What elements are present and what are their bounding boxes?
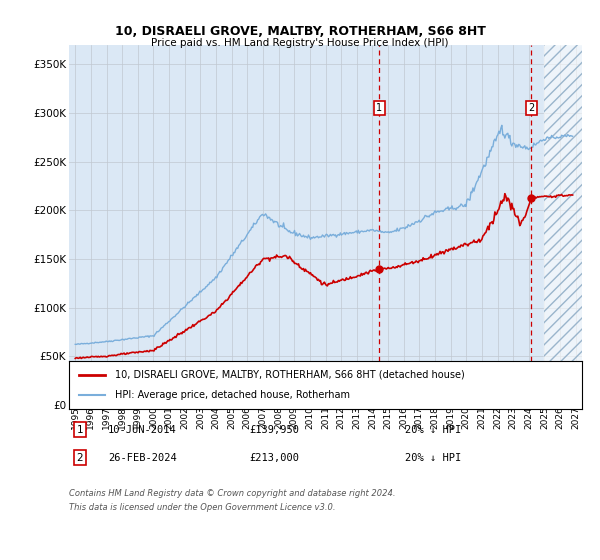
Text: 10, DISRAELI GROVE, MALTBY, ROTHERHAM, S66 8HT: 10, DISRAELI GROVE, MALTBY, ROTHERHAM, S… xyxy=(115,25,485,38)
Text: 1: 1 xyxy=(76,424,83,435)
Text: Contains HM Land Registry data © Crown copyright and database right 2024.: Contains HM Land Registry data © Crown c… xyxy=(69,489,395,498)
Text: 20% ↓ HPI: 20% ↓ HPI xyxy=(405,424,461,435)
Text: 10, DISRAELI GROVE, MALTBY, ROTHERHAM, S66 8HT (detached house): 10, DISRAELI GROVE, MALTBY, ROTHERHAM, S… xyxy=(115,370,465,380)
Text: HPI: Average price, detached house, Rotherham: HPI: Average price, detached house, Roth… xyxy=(115,390,350,400)
Text: £213,000: £213,000 xyxy=(249,452,299,463)
Text: £139,950: £139,950 xyxy=(249,424,299,435)
Text: Price paid vs. HM Land Registry's House Price Index (HPI): Price paid vs. HM Land Registry's House … xyxy=(151,38,449,48)
Text: This data is licensed under the Open Government Licence v3.0.: This data is licensed under the Open Gov… xyxy=(69,503,335,512)
Text: 20% ↓ HPI: 20% ↓ HPI xyxy=(405,452,461,463)
Text: 2: 2 xyxy=(528,103,534,113)
Text: 10-JUN-2014: 10-JUN-2014 xyxy=(108,424,177,435)
Text: 2: 2 xyxy=(76,452,83,463)
Bar xyxy=(544,45,584,405)
Text: 1: 1 xyxy=(376,103,383,113)
Text: 26-FEB-2024: 26-FEB-2024 xyxy=(108,452,177,463)
Bar xyxy=(544,45,584,405)
